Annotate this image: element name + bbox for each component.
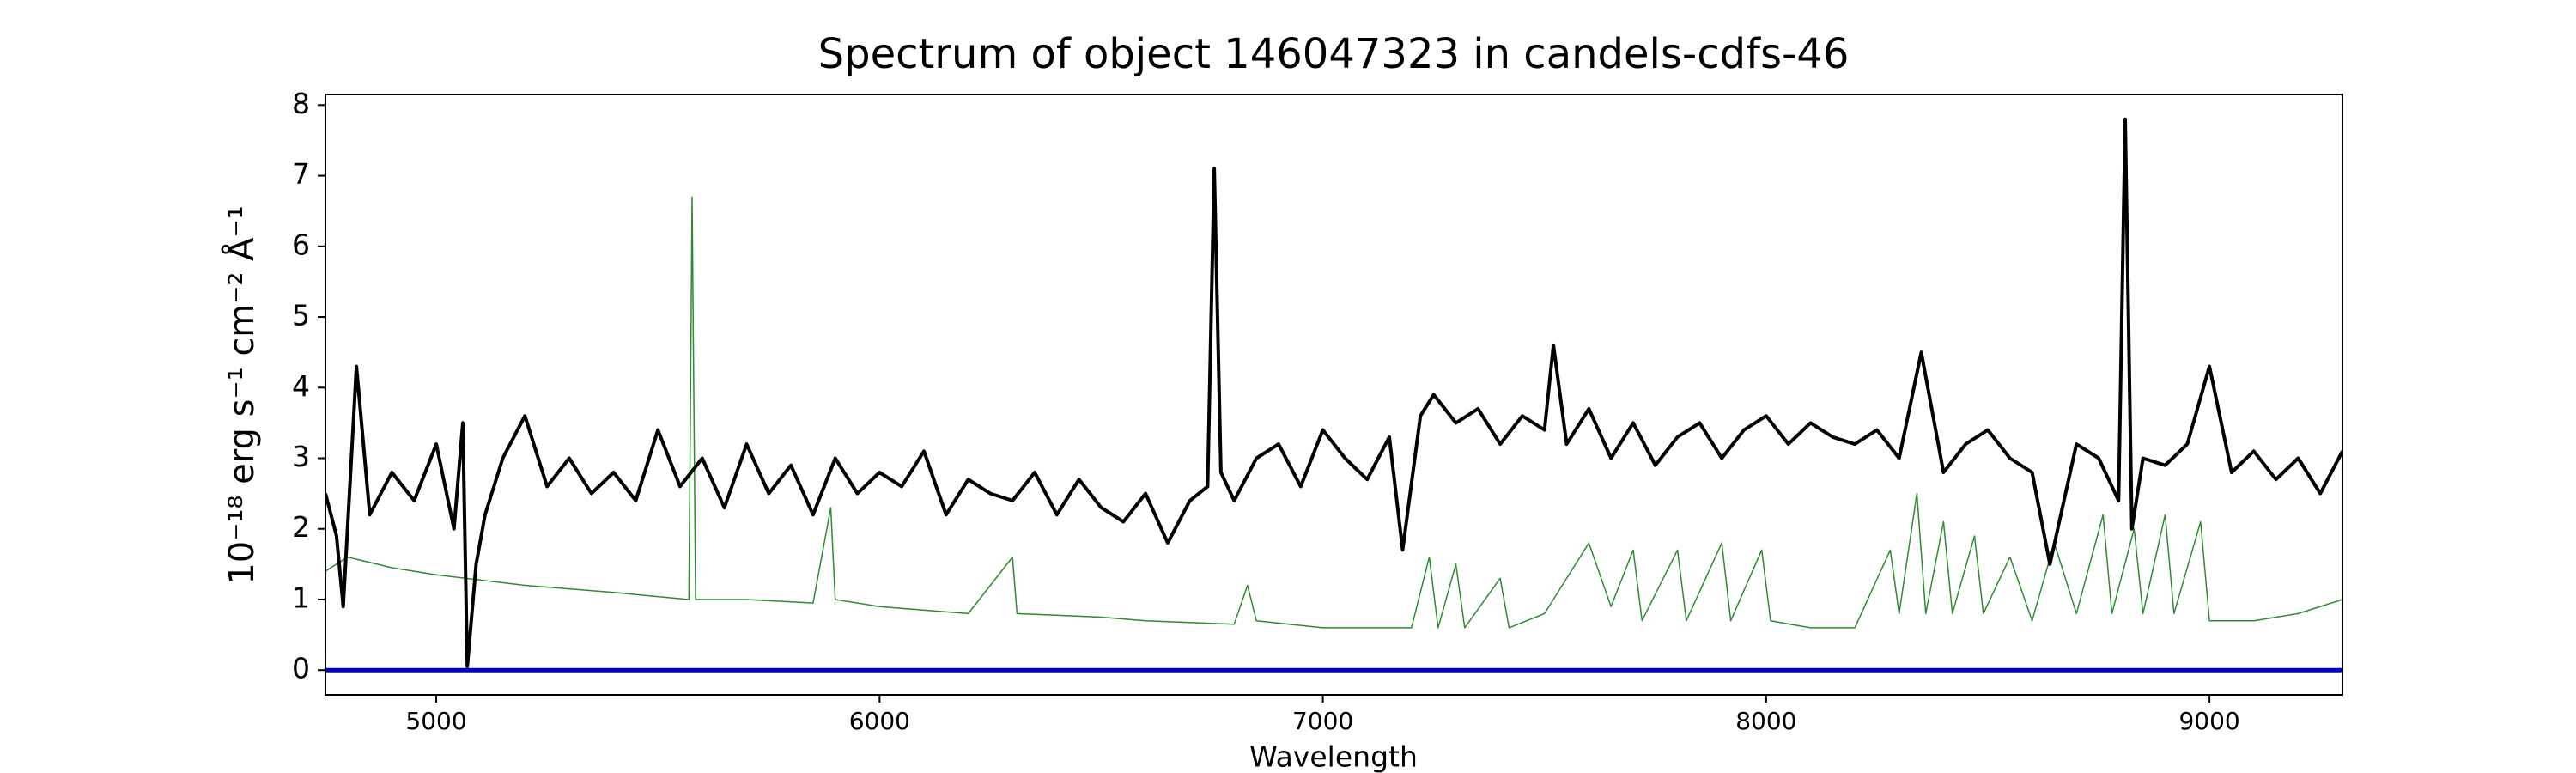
spectrum-line [325,117,2342,669]
y-tick-label: 2 [292,510,310,544]
y-tick-label: 8 [292,87,310,120]
plot-frame [325,94,2343,696]
y-tick-label: 5 [292,299,310,332]
x-tick-label: 7000 [1292,707,1353,735]
x-tick-label: 5000 [405,707,466,735]
y-tick-label: 6 [292,228,310,261]
y-tick-label: 0 [292,652,310,685]
y-tick-label: 4 [292,369,310,403]
x-tick-label: 6000 [849,707,910,735]
y-tick-label: 3 [292,440,310,473]
y-tick-label: 7 [292,157,310,191]
y-tick-label: 1 [292,581,310,614]
x-tick-label: 9000 [2178,707,2239,735]
x-tick-label: 8000 [1735,707,1796,735]
spectrum-line [325,196,2342,629]
x-axis-label: Wavelength [1249,740,1418,773]
y-axis-label: 10⁻¹⁸ erg s⁻¹ cm⁻² Å⁻¹ [221,205,262,584]
chart-title: Spectrum of object 146047323 in candels-… [818,30,1850,78]
